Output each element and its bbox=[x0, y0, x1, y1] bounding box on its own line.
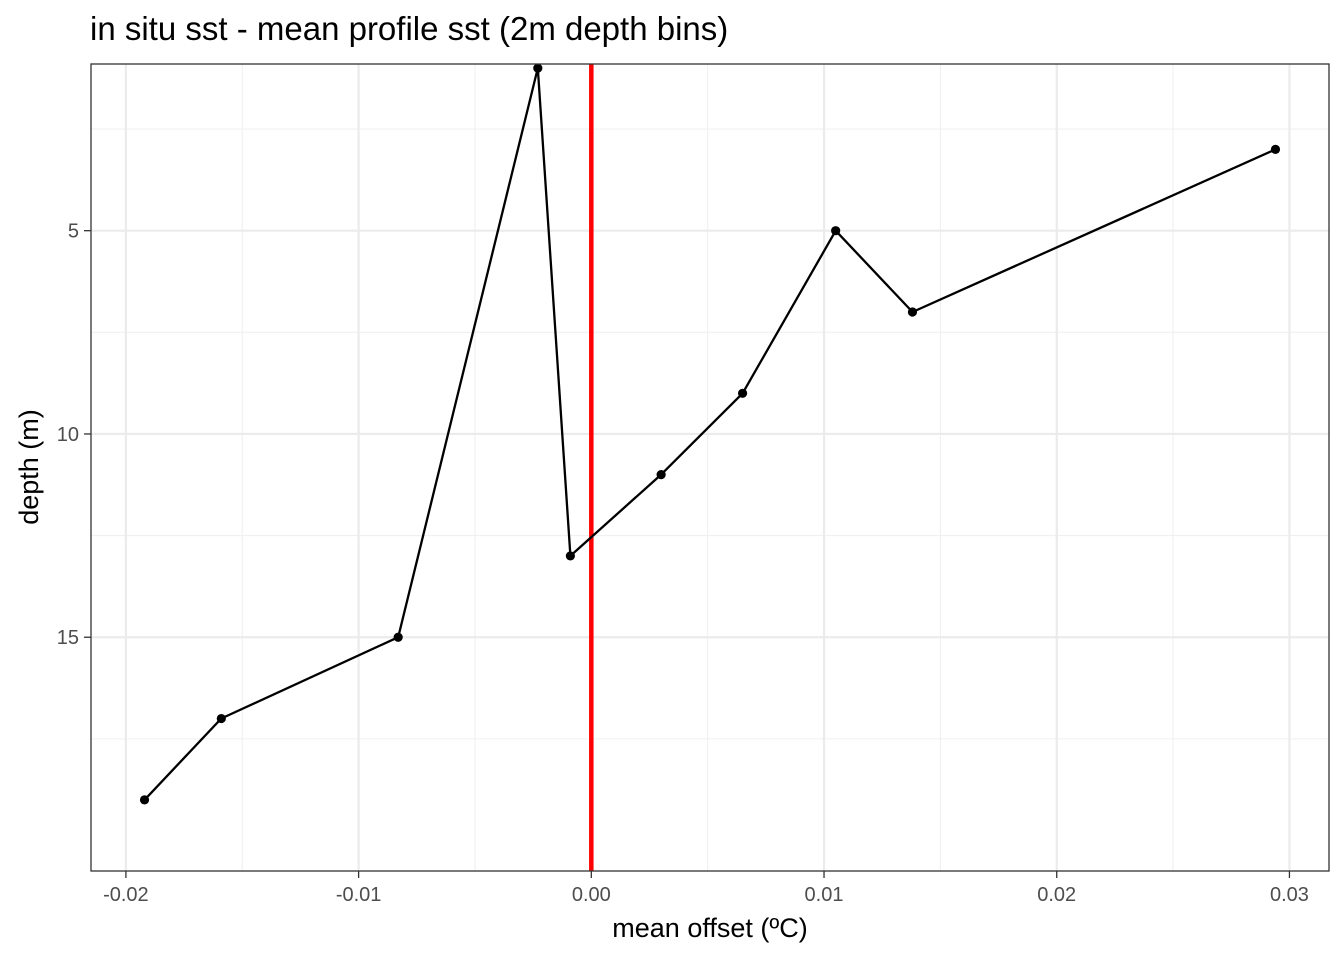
x-tick-label: 0.02 bbox=[1037, 884, 1076, 906]
x-tick-label: -0.01 bbox=[336, 884, 382, 906]
y-axis: 5 10 15 bbox=[57, 221, 91, 649]
y-tick-label: 15 bbox=[57, 627, 79, 649]
grid-minor bbox=[91, 64, 1329, 871]
data-point bbox=[139, 795, 150, 805]
chart-title: in situ sst - mean profile sst (2m depth… bbox=[90, 10, 728, 47]
data-point bbox=[907, 307, 918, 317]
data-point bbox=[656, 470, 666, 480]
series-line bbox=[143, 66, 1276, 801]
x-axis: -0.02 -0.01 0.00 0.01 0.02 0.03 bbox=[103, 871, 1309, 906]
y-axis-title: depth (m) bbox=[14, 409, 44, 525]
data-point bbox=[1270, 144, 1281, 154]
data-point bbox=[533, 63, 543, 73]
data-point bbox=[393, 632, 403, 642]
data-point bbox=[737, 388, 748, 398]
y-tick-label: 10 bbox=[57, 424, 79, 446]
x-tick-label: 0.01 bbox=[805, 884, 844, 906]
x-tick-label: -0.02 bbox=[103, 884, 149, 906]
data-point bbox=[565, 551, 575, 561]
data-point bbox=[216, 713, 226, 724]
data-point bbox=[831, 226, 841, 236]
series-layer bbox=[139, 63, 1281, 805]
plot-border bbox=[90, 63, 1330, 872]
y-tick-label: 5 bbox=[68, 221, 79, 243]
x-tick-label: 0.00 bbox=[572, 884, 611, 906]
x-tick-label: 0.03 bbox=[1270, 884, 1309, 906]
x-axis-title: mean offset (ºC) bbox=[612, 913, 807, 943]
plot-background bbox=[91, 64, 1329, 871]
